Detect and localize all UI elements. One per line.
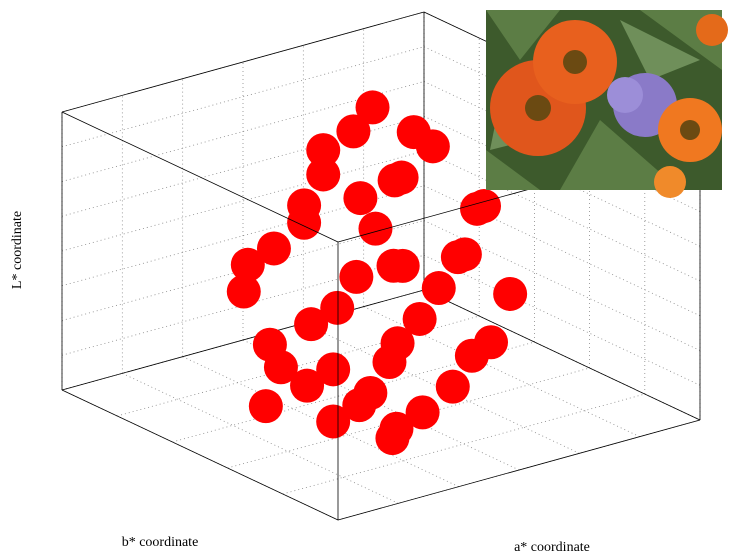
data-point bbox=[467, 189, 501, 223]
data-point bbox=[448, 237, 482, 271]
data-point bbox=[343, 181, 377, 215]
point-cloud bbox=[227, 90, 527, 455]
data-point bbox=[306, 133, 340, 167]
data-point bbox=[377, 249, 411, 283]
data-point bbox=[264, 350, 298, 384]
data-point bbox=[342, 388, 376, 422]
data-point bbox=[320, 291, 354, 325]
data-point bbox=[493, 277, 527, 311]
data-point bbox=[385, 161, 419, 195]
inset-photo bbox=[486, 10, 728, 198]
chart: b* coordinate a* coordinate L* coordinat… bbox=[0, 0, 730, 557]
data-point bbox=[231, 248, 265, 282]
data-point bbox=[416, 129, 450, 163]
data-point bbox=[422, 271, 456, 305]
data-point bbox=[316, 352, 350, 386]
y-axis-title: b* coordinate bbox=[122, 535, 199, 550]
data-point bbox=[381, 326, 415, 360]
data-point bbox=[379, 412, 413, 446]
data-point bbox=[287, 188, 321, 222]
data-point bbox=[249, 389, 283, 423]
z-axis-title: L* coordinate bbox=[10, 211, 25, 289]
x-axis-title: a* coordinate bbox=[514, 540, 590, 555]
data-point bbox=[339, 260, 373, 294]
data-point bbox=[436, 370, 470, 404]
data-point bbox=[474, 325, 508, 359]
box-edge bbox=[62, 112, 338, 242]
data-point bbox=[356, 90, 390, 124]
